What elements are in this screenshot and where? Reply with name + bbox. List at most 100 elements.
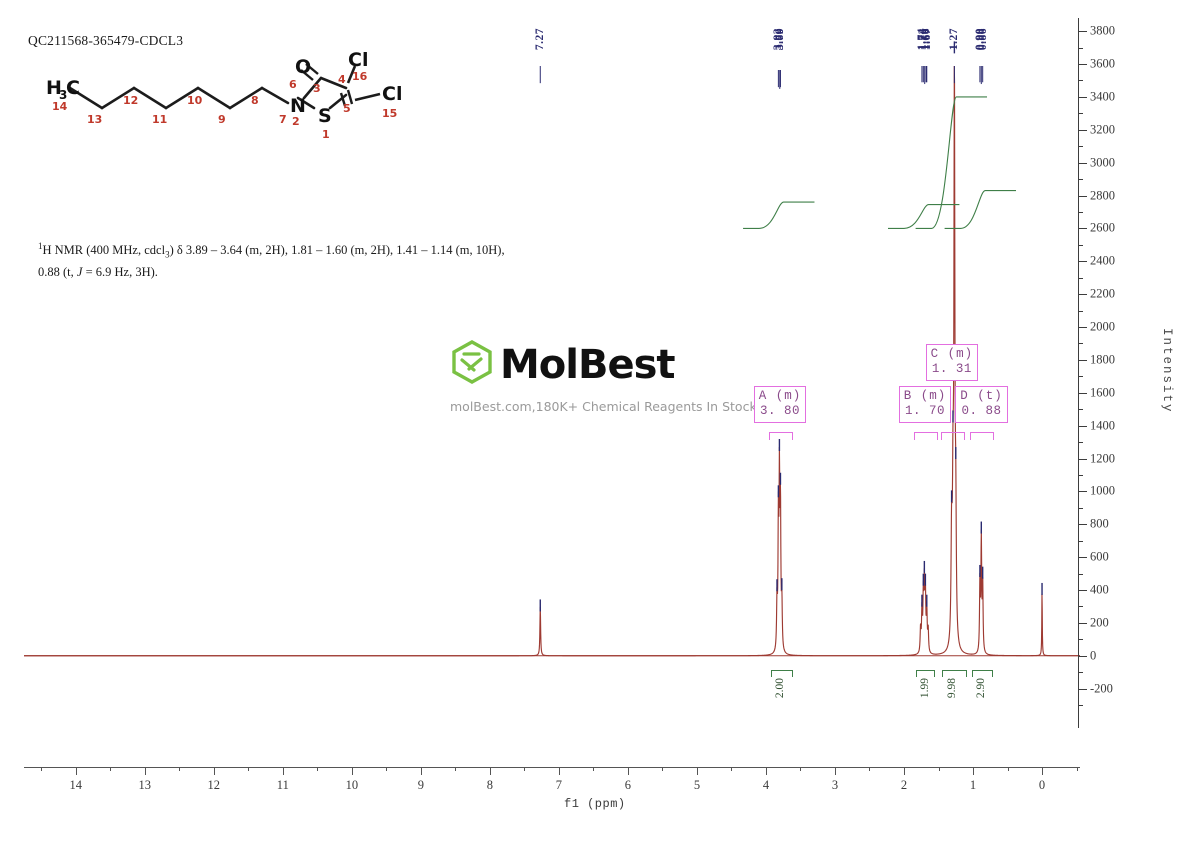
y-axis-minor-tick [1078, 606, 1083, 608]
x-axis-tick [904, 767, 905, 775]
y-axis-minor-tick [1078, 80, 1083, 82]
y-axis-tick-label: 3200 [1090, 122, 1115, 137]
y-axis-tick [1078, 294, 1087, 296]
locant-9: 9 [218, 113, 226, 126]
y-axis-tick [1078, 622, 1087, 624]
x-axis-tick-label: 11 [276, 778, 289, 792]
y-axis-minor-tick [1078, 244, 1083, 246]
locant-1: 1 [322, 128, 330, 141]
hexagon-logo-icon [448, 338, 496, 391]
y-axis-minor-tick [1078, 47, 1083, 49]
integral-curve [915, 96, 988, 229]
integral-range-bar [941, 669, 967, 677]
x-axis-minor-tick [41, 767, 43, 771]
y-axis-title: Intensity [1160, 328, 1174, 414]
x-axis-tick [420, 767, 422, 775]
x-axis-minor-tick [386, 767, 388, 771]
x-axis-tick-label: 3 [831, 778, 839, 792]
atom-label-h3c-sub: 3 [59, 88, 67, 102]
multiplet-range-bar [913, 432, 938, 440]
y-axis-minor-tick [1078, 310, 1083, 312]
multiplet-shift: 1. 70 [904, 404, 945, 418]
locant-13: 13 [87, 113, 102, 126]
y-axis-tick-label: 2200 [1090, 286, 1115, 301]
x-axis-minor-tick [662, 767, 664, 771]
atom-label-n: N [290, 95, 306, 117]
y-axis-tick-label: 3400 [1090, 89, 1115, 104]
atom-label-o: O [295, 56, 311, 78]
y-axis-tick [1078, 425, 1087, 427]
multiplet-shift: 1. 31 [931, 362, 972, 376]
x-axis-tick [1042, 767, 1044, 775]
atom-label-h3c: H [46, 77, 62, 99]
peak-shift-label: 1.67 [920, 28, 933, 51]
integral-curves [743, 96, 1017, 229]
multiplet-shift: 0. 88 [961, 404, 1002, 418]
y-axis-minor-tick [1078, 179, 1083, 181]
y-axis-tick-label: 200 [1090, 615, 1109, 630]
y-axis-minor-tick [1078, 211, 1083, 213]
y-axis-minor-tick [1078, 113, 1083, 115]
y-axis-minor-tick [1078, 277, 1083, 279]
y-axis-tick [1078, 261, 1087, 263]
y-axis-minor-tick [1078, 540, 1083, 542]
x-axis-tick-label: 1 [969, 778, 977, 792]
x-axis-tick-label: 2 [900, 778, 908, 792]
y-axis-tick-label: 400 [1090, 582, 1109, 597]
x-axis-line [24, 767, 1080, 768]
y-axis-tick [1078, 64, 1087, 66]
nmr-spectrum-plot: 7.27 3.82 3.80 3.79 1.74 1.72 1.70 1.68 1.67 1.27… [24, 18, 1080, 710]
integral-curve [888, 204, 960, 229]
y-axis-tick [1078, 162, 1087, 164]
multiplet-box-a[interactable]: A (m) 3. 80 [753, 386, 807, 423]
locant-12: 12 [123, 94, 138, 107]
locant-4: 4 [338, 73, 346, 86]
locant-3: 3 [313, 82, 321, 95]
y-axis-tick [1078, 129, 1087, 131]
y-axis-tick-label: 2000 [1090, 319, 1115, 334]
x-axis-tick-label: 4 [762, 778, 770, 792]
x-axis-tick [696, 767, 698, 775]
y-axis-tick [1078, 590, 1087, 591]
y-axis-tick-label: 2600 [1090, 220, 1115, 235]
x-axis-tick [489, 767, 491, 775]
coupling-constant-symbol: J [76, 264, 83, 279]
multiplet-range-bar [768, 432, 793, 440]
multiplet-range-bar [940, 432, 965, 440]
multiplet-id-type: B (m) [903, 389, 947, 403]
locant-8: 8 [251, 94, 259, 107]
x-axis-minor-tick [317, 767, 319, 771]
atom-label-cl-top: Cl [348, 50, 368, 71]
multiplet-range-bar [970, 432, 995, 440]
multiplet-box-b[interactable]: B (m) 1. 70 [898, 386, 952, 423]
y-axis-minor-tick [1078, 442, 1083, 444]
multiplet-id-type: C (m) [930, 347, 974, 361]
x-axis-tick-label: 13 [138, 778, 152, 792]
peak-shift-label: 1.27 [948, 28, 961, 51]
x-axis-tick [213, 767, 215, 775]
y-axis-tick [1078, 458, 1087, 460]
y-axis-tick-label: 1600 [1090, 385, 1115, 400]
x-axis-tick [75, 767, 77, 775]
integral-range-bar [971, 669, 993, 677]
peak-shift-label: 0.86 [976, 28, 989, 51]
peak-shift-label: 3.79 [774, 28, 787, 51]
y-axis-tick [1078, 31, 1087, 33]
spectrum-line [24, 66, 1080, 657]
multiplet-id-type: A (m) [758, 389, 802, 403]
y-axis-tick-label: 600 [1090, 549, 1109, 564]
multiplet-box-d[interactable]: D (t) 0. 88 [955, 386, 1008, 423]
atom-label-c: C [66, 77, 80, 99]
y-axis-tick [1078, 688, 1087, 690]
y-axis-tick-label: 3800 [1090, 23, 1115, 38]
assignment-line2-a: 0.88 (t, [38, 264, 77, 279]
x-axis-minor-tick [869, 767, 871, 771]
locant-6: 6 [289, 78, 297, 91]
multiplet-shift: 3. 80 [760, 404, 801, 418]
y-axis-minor-tick [1078, 507, 1083, 509]
multiplet-box-c[interactable]: C (m) 1. 31 [925, 344, 979, 381]
x-axis-tick-label: 10 [345, 778, 359, 792]
locant-15: 15 [382, 107, 397, 120]
integral-value-label: 2.00 [773, 677, 786, 698]
x-axis-minor-tick [110, 767, 112, 771]
